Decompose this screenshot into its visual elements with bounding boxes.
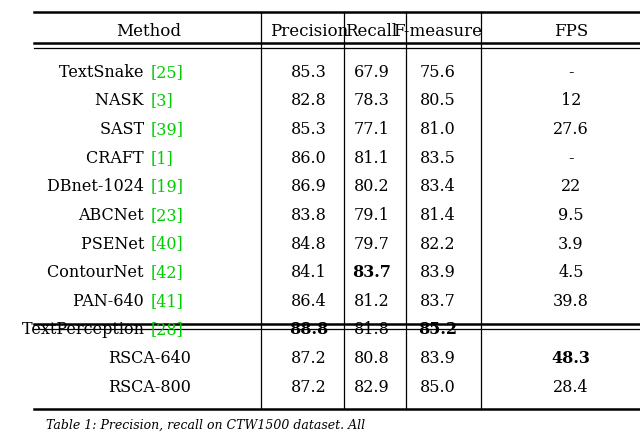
Text: 67.9: 67.9 — [353, 64, 389, 81]
Text: Precision: Precision — [270, 23, 348, 40]
Text: 81.0: 81.0 — [420, 121, 456, 138]
Text: 12: 12 — [561, 92, 581, 110]
Text: 88.8: 88.8 — [290, 322, 329, 338]
Text: SAST: SAST — [100, 121, 149, 138]
Text: Recall: Recall — [346, 23, 397, 40]
Text: [3]: [3] — [150, 92, 173, 110]
Text: Table 1: Precision, recall on CTW1500 dataset. All: Table 1: Precision, recall on CTW1500 da… — [46, 419, 365, 432]
Text: [40]: [40] — [150, 235, 183, 253]
Text: FPS: FPS — [554, 23, 588, 40]
Text: ABCNet: ABCNet — [78, 207, 149, 224]
Text: [23]: [23] — [150, 207, 183, 224]
Text: 75.6: 75.6 — [420, 64, 456, 81]
Text: 81.2: 81.2 — [354, 293, 389, 310]
Text: RSCA-800: RSCA-800 — [108, 379, 191, 396]
Text: 80.5: 80.5 — [420, 92, 456, 110]
Text: 84.1: 84.1 — [291, 264, 327, 281]
Text: 83.9: 83.9 — [420, 350, 456, 367]
Text: 83.8: 83.8 — [291, 207, 327, 224]
Text: 83.7: 83.7 — [352, 264, 391, 281]
Text: TextPerception: TextPerception — [22, 322, 149, 338]
Text: 86.0: 86.0 — [291, 150, 327, 167]
Text: -: - — [568, 150, 573, 167]
Text: 80.8: 80.8 — [354, 350, 389, 367]
Text: PSENet: PSENet — [81, 235, 149, 253]
Text: 81.8: 81.8 — [353, 322, 389, 338]
Text: [42]: [42] — [150, 264, 183, 281]
Text: 22: 22 — [561, 178, 581, 195]
Text: 83.4: 83.4 — [420, 178, 456, 195]
Text: NASK: NASK — [95, 92, 149, 110]
Text: ContourNet: ContourNet — [47, 264, 149, 281]
Text: 82.8: 82.8 — [291, 92, 327, 110]
Text: [28]: [28] — [150, 322, 183, 338]
Text: 3.9: 3.9 — [558, 235, 584, 253]
Text: 84.8: 84.8 — [291, 235, 327, 253]
Text: F-measure: F-measure — [394, 23, 483, 40]
Text: -: - — [568, 64, 573, 81]
Text: DBnet-1024: DBnet-1024 — [47, 178, 149, 195]
Text: 9.5: 9.5 — [558, 207, 584, 224]
Text: 82.9: 82.9 — [354, 379, 389, 396]
Text: 77.1: 77.1 — [353, 121, 389, 138]
Text: RSCA-640: RSCA-640 — [108, 350, 191, 367]
Text: 87.2: 87.2 — [291, 379, 327, 396]
Text: 81.1: 81.1 — [353, 150, 389, 167]
Text: [1]: [1] — [150, 150, 173, 167]
Text: 85.0: 85.0 — [420, 379, 456, 396]
Text: PAN-640: PAN-640 — [73, 293, 149, 310]
Text: 85.3: 85.3 — [291, 121, 327, 138]
Text: 4.5: 4.5 — [558, 264, 584, 281]
Text: 87.2: 87.2 — [291, 350, 327, 367]
Text: [39]: [39] — [150, 121, 183, 138]
Text: 78.3: 78.3 — [353, 92, 389, 110]
Text: 81.4: 81.4 — [420, 207, 456, 224]
Text: 28.4: 28.4 — [553, 379, 589, 396]
Text: 83.7: 83.7 — [420, 293, 456, 310]
Text: [19]: [19] — [150, 178, 183, 195]
Text: 80.2: 80.2 — [354, 178, 389, 195]
Text: 48.3: 48.3 — [552, 350, 590, 367]
Text: 86.9: 86.9 — [291, 178, 327, 195]
Text: 83.5: 83.5 — [420, 150, 456, 167]
Text: [41]: [41] — [150, 293, 183, 310]
Text: Method: Method — [116, 23, 182, 40]
Text: 83.9: 83.9 — [420, 264, 456, 281]
Text: 27.6: 27.6 — [553, 121, 589, 138]
Text: 86.4: 86.4 — [291, 293, 327, 310]
Text: 79.1: 79.1 — [353, 207, 389, 224]
Text: 85.3: 85.3 — [291, 64, 327, 81]
Text: CRAFT: CRAFT — [86, 150, 149, 167]
Text: TextSnake: TextSnake — [60, 64, 149, 81]
Text: 82.2: 82.2 — [420, 235, 456, 253]
Text: 79.7: 79.7 — [353, 235, 389, 253]
Text: 85.2: 85.2 — [419, 322, 458, 338]
Text: -: - — [568, 322, 573, 338]
Text: 39.8: 39.8 — [553, 293, 589, 310]
Text: [25]: [25] — [150, 64, 183, 81]
